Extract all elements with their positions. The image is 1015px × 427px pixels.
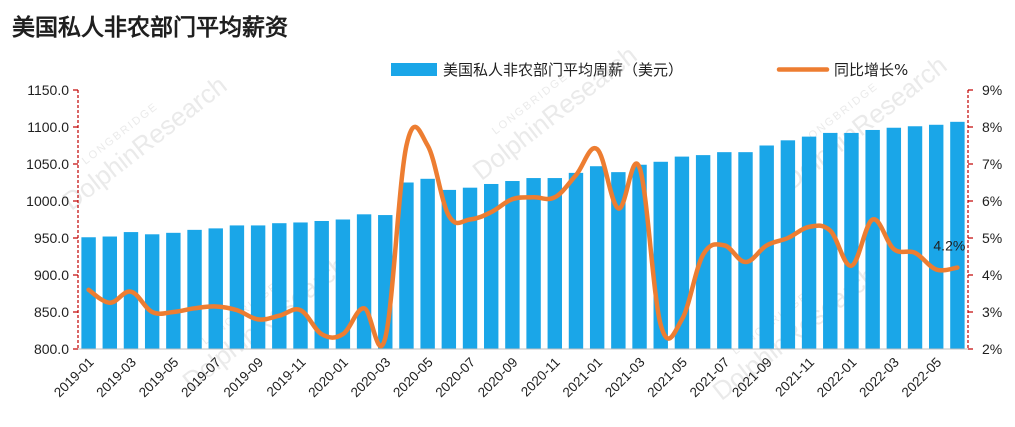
bar bbox=[907, 126, 923, 349]
bar bbox=[929, 124, 944, 349]
chart-title: 美国私人非农部门平均薪资 bbox=[12, 14, 288, 41]
bar bbox=[356, 214, 372, 349]
x-tick-label: 2019-03 bbox=[93, 355, 139, 401]
legend-bar-swatch bbox=[391, 63, 437, 76]
bar bbox=[399, 182, 414, 349]
right-tick-label: 8% bbox=[982, 119, 1002, 135]
left-tick-label: 1150.0 bbox=[27, 82, 69, 98]
left-axis-ticks: 800.0 850.0 900.0 950.0 1000.0 1050.0 1100.0 11… bbox=[26, 82, 78, 357]
bar bbox=[611, 172, 626, 349]
bar bbox=[886, 127, 902, 350]
legend-bar-label: 美国私人非农部门平均周薪（美元） bbox=[443, 61, 683, 79]
left-tick-label: 950.0 bbox=[34, 230, 69, 246]
bar bbox=[568, 172, 584, 349]
bar bbox=[166, 232, 181, 349]
x-tick-label: 2022-05 bbox=[899, 355, 945, 401]
bar bbox=[632, 164, 647, 349]
bar bbox=[81, 237, 96, 349]
bar bbox=[293, 222, 308, 349]
bar bbox=[717, 152, 732, 349]
bar bbox=[823, 132, 838, 349]
x-tick-label: 2020-11 bbox=[518, 355, 563, 400]
watermark-text: DolphinResearch bbox=[57, 70, 233, 216]
bar bbox=[335, 219, 351, 349]
left-tick-label: 1100.0 bbox=[27, 119, 69, 135]
line-series bbox=[86, 124, 960, 349]
bar bbox=[314, 220, 329, 349]
left-tick-label: 1000.0 bbox=[26, 193, 69, 209]
right-tick-label: 7% bbox=[982, 156, 1002, 172]
bar-series bbox=[81, 121, 965, 350]
x-tick-label: 2019-05 bbox=[136, 355, 182, 401]
bar bbox=[844, 132, 859, 349]
x-tick-label: 2019-11 bbox=[264, 355, 309, 400]
bar bbox=[229, 225, 245, 349]
x-tick-label: 2021-03 bbox=[602, 355, 648, 401]
bar bbox=[187, 229, 202, 349]
bar bbox=[738, 152, 753, 349]
bar bbox=[950, 121, 965, 349]
bar bbox=[780, 140, 796, 349]
bar bbox=[250, 225, 266, 349]
bar bbox=[272, 223, 287, 349]
x-tick-label: 2020-07 bbox=[433, 355, 479, 401]
right-axis-ticks: 2% 3% 4% 5% 6% 7% 8% 9% bbox=[968, 82, 1002, 357]
bar bbox=[484, 183, 499, 349]
x-tick-label: 2020-03 bbox=[348, 355, 394, 401]
bar bbox=[144, 234, 160, 349]
bar bbox=[505, 181, 520, 349]
bar bbox=[865, 129, 880, 349]
x-tick-label: 2020-09 bbox=[475, 355, 521, 401]
right-tick-label: 5% bbox=[982, 230, 1002, 246]
right-tick-label: 3% bbox=[982, 304, 1002, 320]
axes bbox=[77, 90, 969, 350]
bar bbox=[441, 189, 457, 349]
right-tick-label: 2% bbox=[982, 341, 1002, 357]
left-tick-label: 800.0 bbox=[34, 341, 69, 357]
growth-line bbox=[86, 124, 960, 349]
x-tick-label: 2020-01 bbox=[305, 355, 351, 401]
bar bbox=[462, 187, 478, 349]
last-point-annotation: 4.2% bbox=[933, 238, 965, 254]
legend-line-label: 同比增长% bbox=[834, 61, 908, 79]
bar bbox=[589, 166, 605, 349]
right-tick-label: 9% bbox=[982, 82, 1002, 98]
bar bbox=[801, 136, 817, 349]
bar bbox=[208, 228, 223, 349]
bar bbox=[526, 178, 541, 349]
legend: 美国私人非农部门平均周薪（美元） 同比增长% bbox=[391, 61, 908, 79]
right-tick-label: 6% bbox=[982, 193, 1002, 209]
x-tick-label: 2022-01 bbox=[814, 355, 860, 401]
bar bbox=[102, 236, 117, 349]
left-tick-label: 900.0 bbox=[34, 267, 69, 283]
bar bbox=[420, 178, 435, 349]
x-tick-label: 2020-05 bbox=[390, 355, 436, 401]
left-tick-label: 850.0 bbox=[34, 304, 69, 320]
left-tick-label: 1050.0 bbox=[26, 156, 69, 172]
bar bbox=[547, 178, 562, 349]
x-tick-label: 2019-01 bbox=[51, 355, 97, 401]
bar bbox=[674, 156, 690, 349]
x-tick-label: 2022-03 bbox=[856, 355, 902, 401]
x-tick-label: 2021-01 bbox=[560, 355, 606, 401]
right-tick-label: 4% bbox=[982, 267, 1002, 283]
x-tick-label: 2021-05 bbox=[644, 355, 690, 401]
